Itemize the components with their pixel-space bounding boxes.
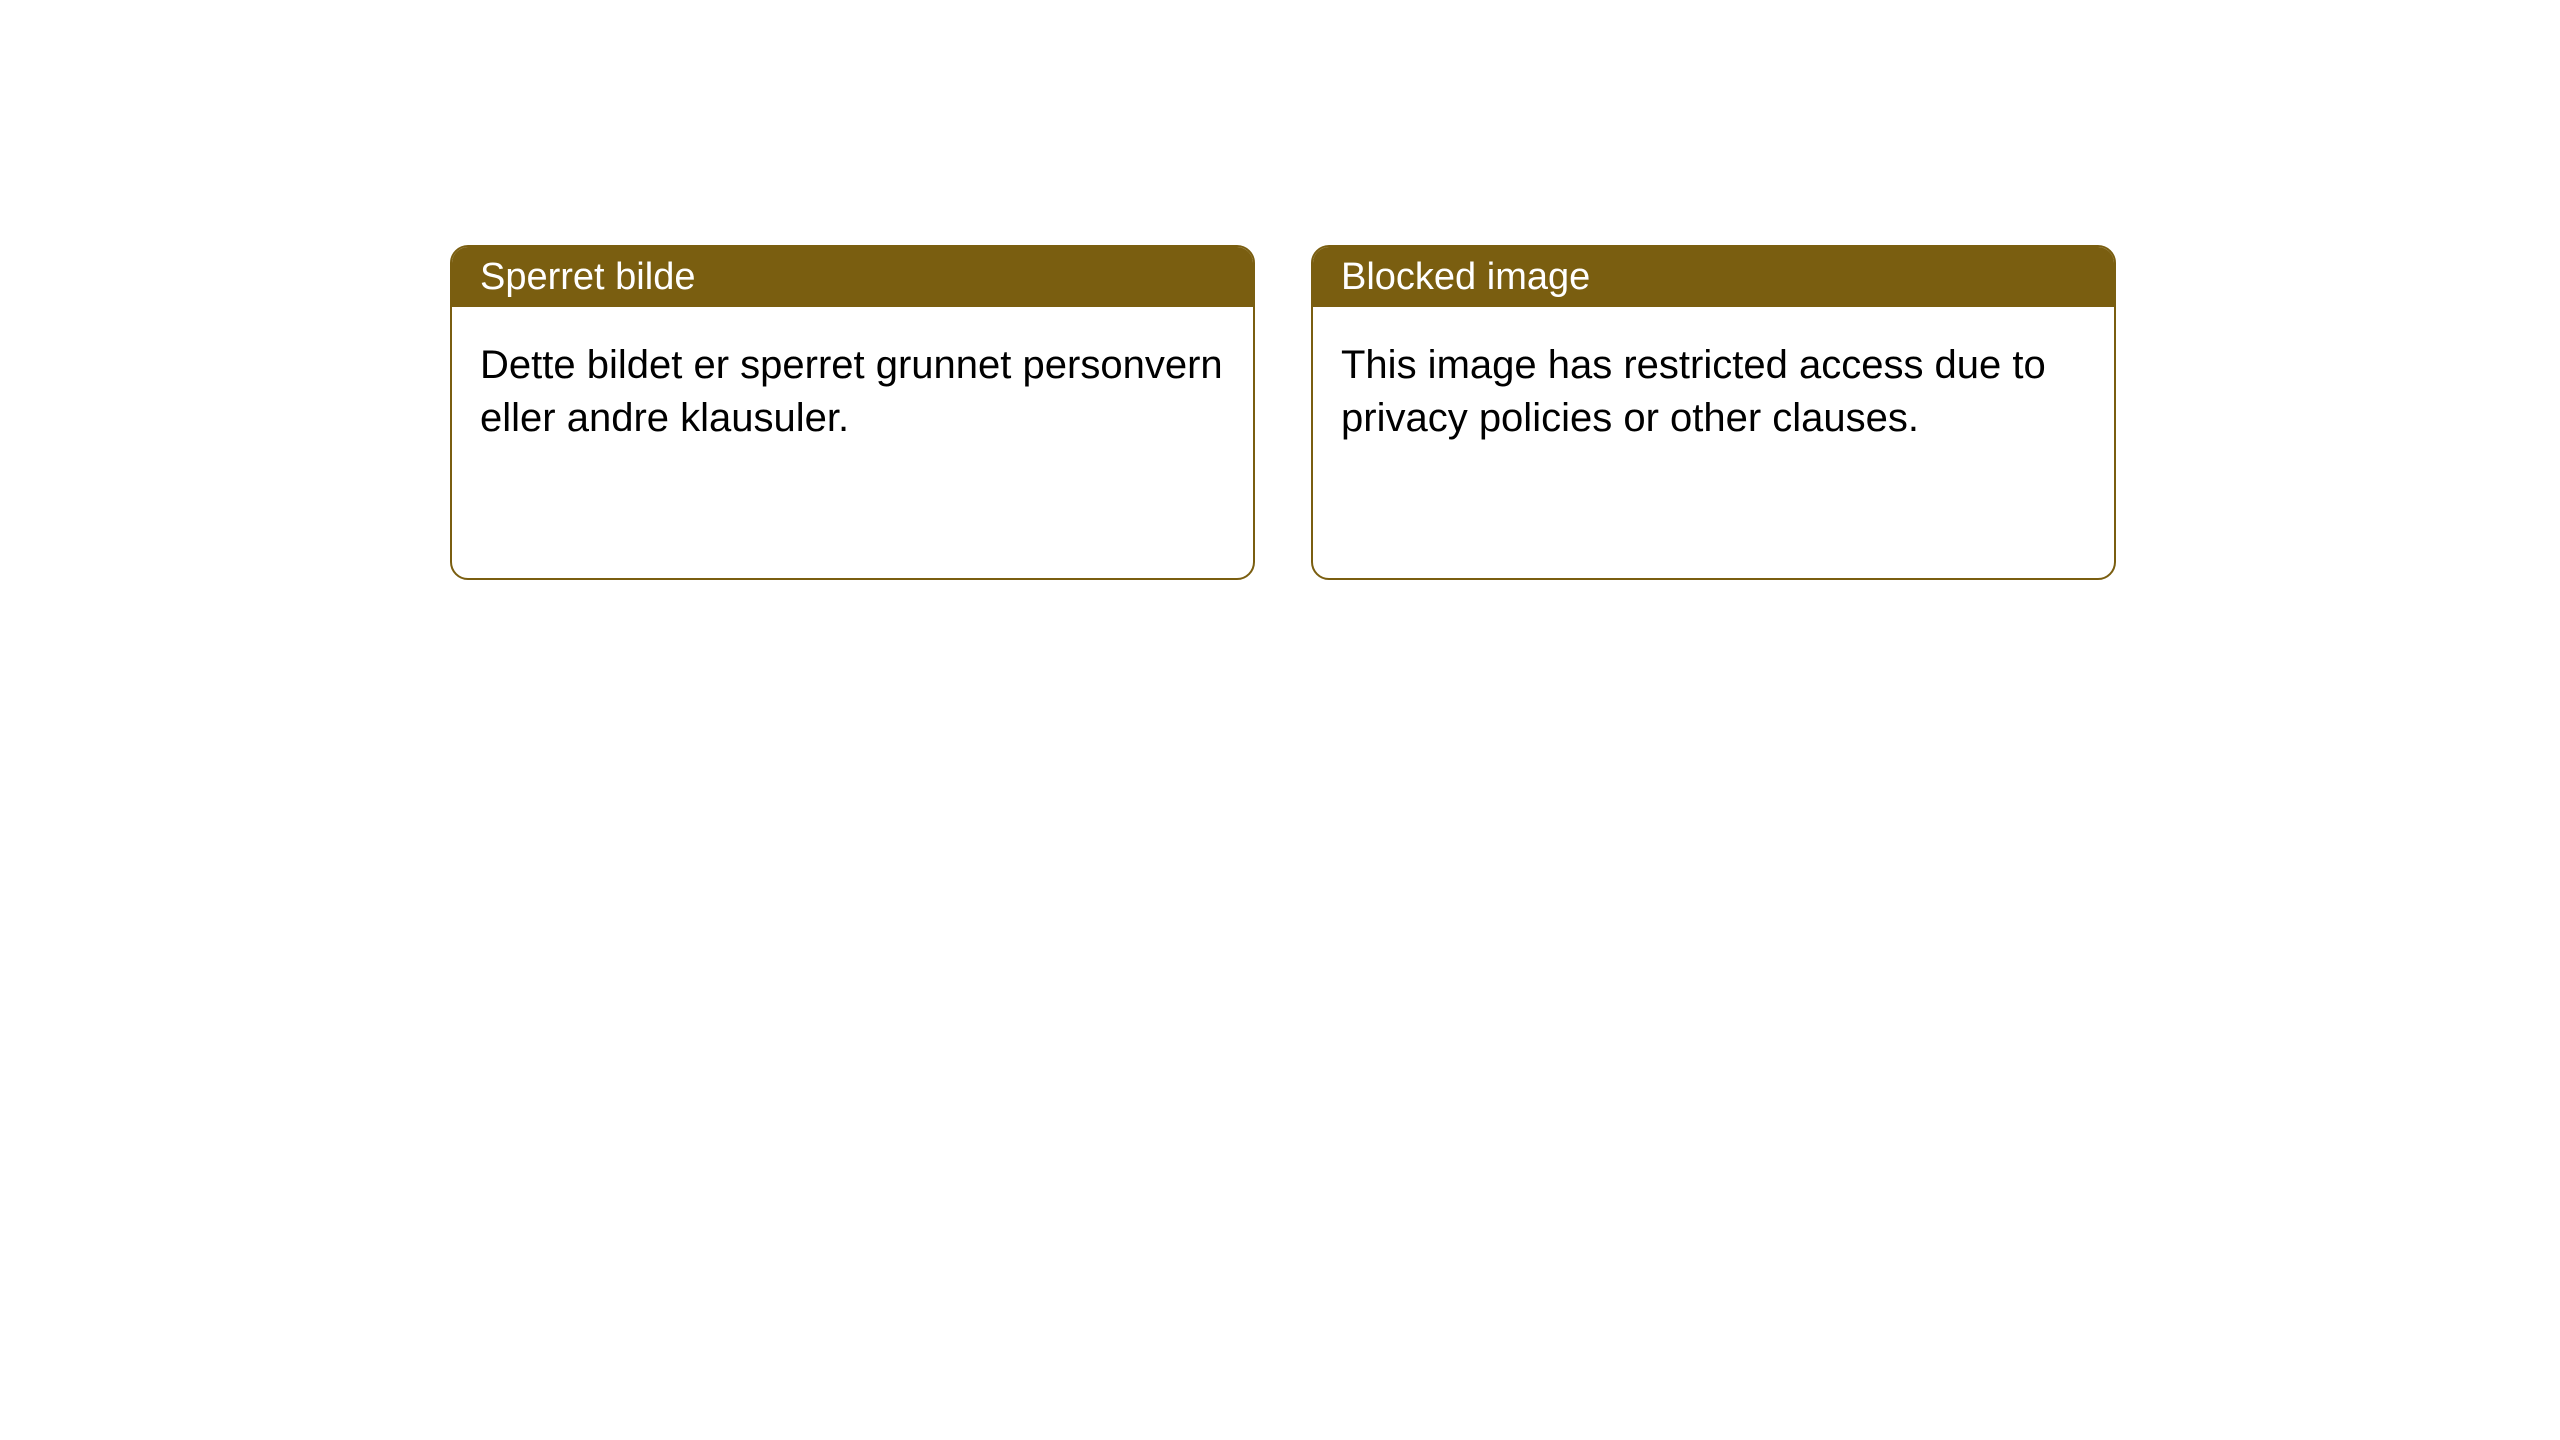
notice-header: Sperret bilde <box>452 247 1253 307</box>
notice-body: Dette bildet er sperret grunnet personve… <box>452 307 1253 477</box>
notices-container: Sperret bilde Dette bildet er sperret gr… <box>0 0 2560 580</box>
notice-box-norwegian: Sperret bilde Dette bildet er sperret gr… <box>450 245 1255 580</box>
notice-body: This image has restricted access due to … <box>1313 307 2114 477</box>
notice-box-english: Blocked image This image has restricted … <box>1311 245 2116 580</box>
notice-header: Blocked image <box>1313 247 2114 307</box>
